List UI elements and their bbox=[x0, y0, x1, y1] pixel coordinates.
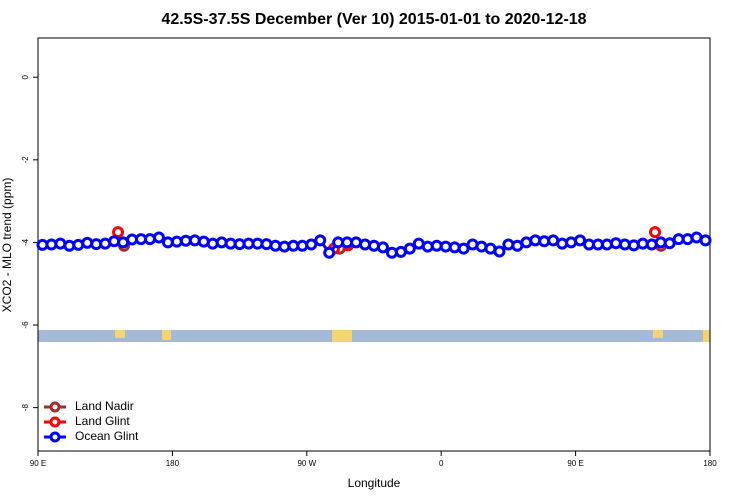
chart-title: 42.5S-37.5S December (Ver 10) 2015-01-01… bbox=[161, 11, 586, 28]
data-point bbox=[260, 238, 273, 251]
data-point bbox=[152, 231, 165, 244]
y-axis-label: XCO2 - MLO trend (ppm) bbox=[0, 178, 14, 313]
x-axis-label: Longitude bbox=[348, 476, 401, 490]
land-mask bbox=[38, 330, 710, 342]
legend-marker bbox=[49, 401, 61, 413]
y-tick-label: 0 bbox=[21, 74, 30, 79]
data-point bbox=[323, 246, 336, 259]
data-point bbox=[314, 234, 327, 247]
data-point bbox=[144, 233, 156, 246]
data-point bbox=[663, 237, 676, 250]
legend-label: Land Glint bbox=[75, 414, 130, 428]
data-point bbox=[368, 239, 380, 252]
y-tick-label: -8 bbox=[21, 404, 30, 412]
x-tick-label: 0 bbox=[439, 459, 444, 468]
data-point bbox=[112, 226, 125, 239]
x-tick-label: 90 W bbox=[297, 459, 316, 468]
legend-label: Ocean Glint bbox=[75, 429, 139, 443]
legend-marker bbox=[49, 431, 61, 443]
legend-label: Land Nadir bbox=[75, 399, 134, 413]
x-tick-label: 90 E bbox=[567, 459, 583, 468]
data-point bbox=[681, 233, 694, 246]
y-tick-label: -2 bbox=[21, 156, 30, 164]
y-tick-label: -6 bbox=[21, 321, 30, 329]
data-point bbox=[376, 241, 389, 254]
data-point bbox=[457, 242, 470, 255]
data-point bbox=[574, 234, 587, 247]
data-point bbox=[649, 226, 662, 239]
x-tick-label: 180 bbox=[166, 459, 180, 468]
data-point bbox=[699, 234, 712, 247]
x-tick-label: 180 bbox=[703, 459, 717, 468]
data-point bbox=[493, 245, 506, 258]
data-point bbox=[305, 238, 318, 251]
x-tick-label: 90 E bbox=[30, 459, 46, 468]
y-tick-label: -4 bbox=[21, 238, 30, 246]
data-point bbox=[403, 242, 416, 255]
legend-marker bbox=[49, 416, 61, 428]
